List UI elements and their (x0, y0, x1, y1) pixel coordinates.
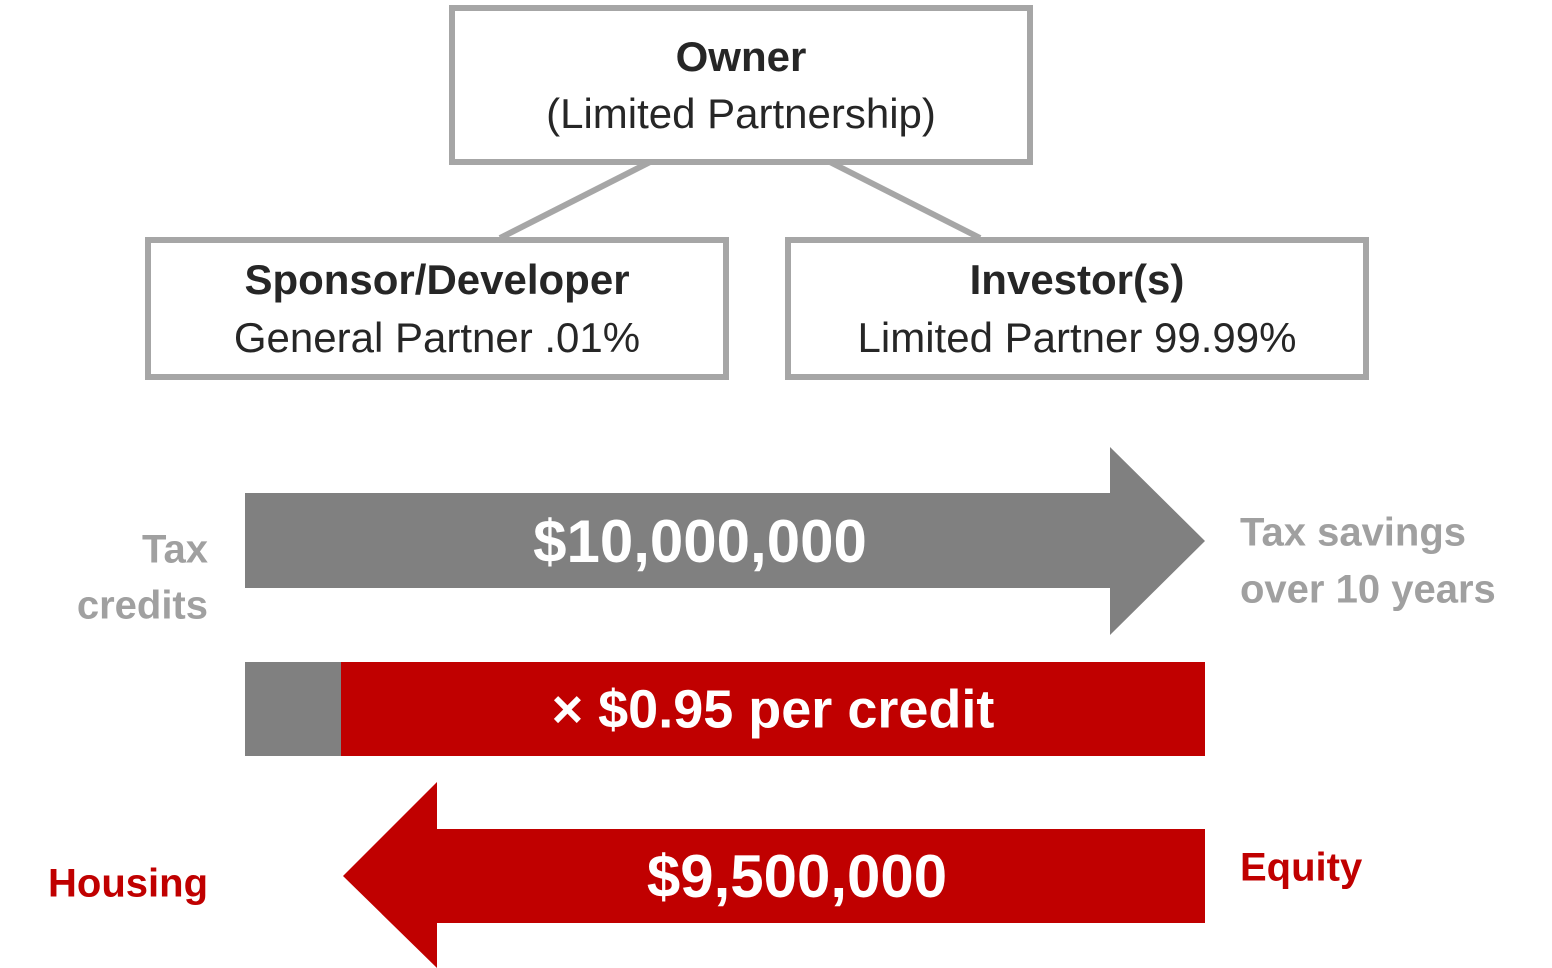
partner-role: Limited Partner 99.99% (858, 314, 1297, 361)
credits-left: Tax (142, 528, 208, 572)
price-bar (341, 662, 1205, 756)
partner-title: Sponsor/Developer (244, 256, 629, 303)
equity-right: Equity (1240, 846, 1363, 890)
owner-subtitle: (Limited Partnership) (546, 90, 936, 137)
owner-box (449, 5, 1033, 165)
credits-arrow (245, 447, 1205, 635)
partner-box (145, 237, 729, 380)
credits-right: Tax savings (1240, 511, 1466, 555)
partner-title: Investor(s) (970, 256, 1185, 303)
owner-title: Owner (676, 33, 807, 80)
connector (498, 154, 662, 241)
equity-amount: $9,500,000 (647, 843, 947, 910)
partner-role: General Partner .01% (234, 314, 640, 361)
credits-right: over 10 years (1240, 568, 1496, 612)
equity-left: Housing (48, 862, 208, 906)
credits-left: credits (77, 584, 208, 628)
equity-arrow (343, 782, 1205, 968)
price-label: × $0.95 per credit (552, 679, 995, 739)
discount-segment (245, 662, 341, 756)
credits-amount: $10,000,000 (533, 508, 867, 575)
connector (818, 154, 982, 241)
partner-box (785, 237, 1369, 380)
